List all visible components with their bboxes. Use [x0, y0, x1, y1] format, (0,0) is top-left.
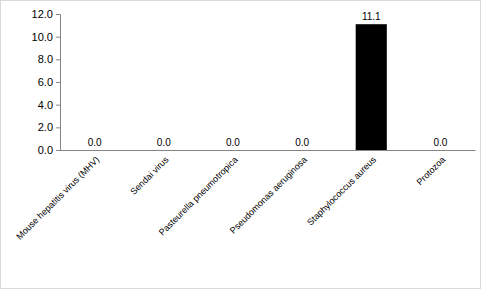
y-tick-label: 2.0 [38, 121, 53, 133]
y-tick-label: 6.0 [38, 76, 53, 88]
y-tick-mark [56, 105, 60, 106]
bar [425, 150, 456, 151]
y-tick: 0.0 [38, 144, 60, 156]
bar [217, 150, 248, 151]
y-tick: 2.0 [38, 121, 60, 133]
data-label: 0.0 [226, 137, 240, 148]
y-tick-mark [56, 127, 60, 128]
y-tick-label: 4.0 [38, 99, 53, 111]
y-axis-line [56, 15, 61, 151]
bar [148, 150, 179, 151]
chart-border [1, 1, 481, 289]
y-tick: 4.0 [38, 99, 60, 111]
y-tick-mark [56, 14, 60, 15]
y-tick-mark [56, 59, 60, 60]
x-tick-label: Mouse hepatitis virus (MHV) [14, 155, 101, 242]
x-tick-label: Protozoa [415, 155, 448, 188]
y-tick-label: 10.0 [32, 31, 53, 43]
bars [356, 24, 387, 150]
x-tick-label: Pasteurella pneumotropica [157, 155, 240, 238]
bar [356, 24, 387, 150]
y-tick: 12.0 [32, 8, 60, 20]
data-label: 11.1 [362, 11, 381, 22]
plot-area: 0.0 2.0 4.0 6.0 8.0 10.0 12.0 Mouse hepatitis v… [14, 8, 475, 242]
y-tick-label: 12.0 [32, 8, 53, 20]
x-tick: Staphylococcus aureus [305, 150, 378, 227]
x-tick: Pseudomonas aeruginosa [228, 150, 309, 236]
x-tick: Pasteurella pneumotropica [157, 150, 240, 237]
y-tick: 10.0 [32, 31, 60, 43]
data-labels: 0.0 0.0 0.0 0.0 11.1 0.0 [88, 11, 448, 148]
x-axis-line [61, 150, 476, 151]
x-tick-label: Pseudomonas aeruginosa [228, 155, 309, 236]
x-tick-label: Staphylococcus aureus [305, 154, 378, 227]
y-tick-label: 8.0 [38, 53, 53, 65]
bar [287, 150, 318, 151]
x-tick: Mouse hepatitis virus (MHV) [14, 150, 101, 242]
y-tick: 6.0 [38, 76, 60, 88]
y-tick: 8.0 [38, 53, 60, 65]
y-tick-mark [56, 150, 60, 151]
y-tick-label: 0.0 [38, 144, 53, 156]
data-label: 0.0 [157, 137, 171, 148]
x-tick: Sendai virus [128, 150, 170, 197]
y-tick-mark [56, 82, 60, 83]
data-label: 0.0 [295, 137, 309, 148]
x-tick: Protozoa [415, 150, 448, 187]
y-axis: 0.0 2.0 4.0 6.0 8.0 10.0 12.0 [32, 8, 61, 156]
y-tick-mark [56, 37, 60, 38]
x-tick-label: Sendai virus [128, 154, 170, 196]
chart: 0.0 2.0 4.0 6.0 8.0 10.0 12.0 Mouse hepatitis v… [0, 0, 481, 289]
data-label: 0.0 [88, 137, 102, 148]
data-label: 0.0 [433, 137, 447, 148]
bar [79, 150, 110, 151]
x-axis: Mouse hepatitis virus (MHV)Sendai virusP… [14, 150, 475, 242]
